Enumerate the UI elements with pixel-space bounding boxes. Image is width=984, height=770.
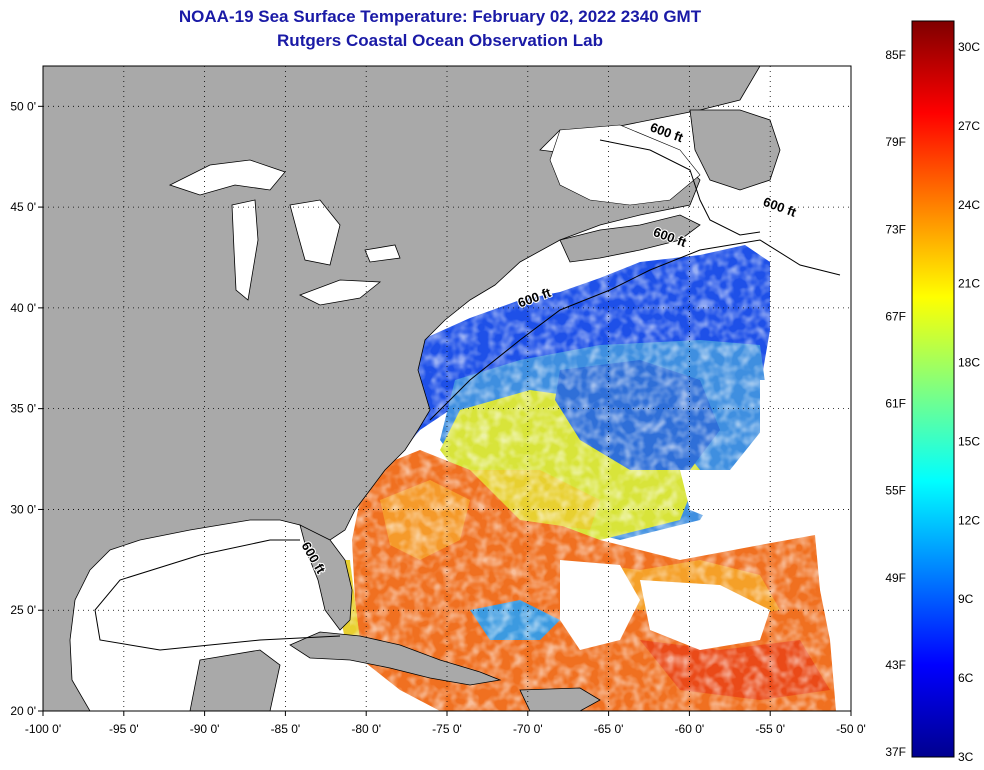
lon-tick-label: -50 0': [836, 722, 866, 736]
colorbar-f-label: 73F: [885, 222, 906, 236]
colorbar-c-label: 18C: [958, 356, 980, 370]
map-title: NOAA-19 Sea Surface Temperature: Februar…: [178, 7, 702, 26]
lat-tick-label: 50 0': [10, 99, 36, 113]
colorbar-f-label: 61F: [885, 397, 906, 411]
colorbar-c-label: 27C: [958, 119, 980, 133]
colorbar-f-label: 43F: [885, 658, 906, 672]
lon-tick-label: -85 0': [271, 722, 301, 736]
colorbar-f-label: 49F: [885, 571, 906, 585]
lon-tick-label: -80 0': [351, 722, 381, 736]
isobath-600ft: [94, 139, 841, 651]
lat-tick-label: 20 0': [10, 704, 36, 718]
map-subtitle: Rutgers Coastal Ocean Observation Lab: [277, 31, 603, 50]
colorbar-c-label: 21C: [958, 277, 980, 291]
colorbar-c-label: 15C: [958, 434, 980, 448]
lon-tick-label: -75 0': [432, 722, 462, 736]
colorbar-fahrenheit-labels: 85F 79F 73F 67F 61F 55F 49F 43F 37F: [885, 48, 906, 759]
lat-tick-label: 40 0': [10, 301, 36, 315]
gulf-of-st-lawrence: [549, 124, 701, 206]
longitude-axis: -100 0' -95 0' -90 0' -85 0' -80 0' -75 0' -70…: [25, 711, 866, 736]
colorbar-c-label: 30C: [958, 40, 980, 54]
colorbar-c-label: 3C: [958, 750, 974, 764]
colorbar-c-label: 12C: [958, 513, 980, 527]
lon-tick-label: -55 0': [755, 722, 785, 736]
colorbar-c-label: 9C: [958, 592, 974, 606]
lon-tick-label: -70 0': [513, 722, 543, 736]
lon-tick-label: -60 0': [675, 722, 705, 736]
great-lakes: [168, 159, 401, 306]
lat-tick-label: 35 0': [10, 402, 36, 416]
colorbar-c-label: 24C: [958, 198, 980, 212]
colorbar-c-label: 6C: [958, 671, 974, 685]
lon-tick-label: -90 0': [190, 722, 220, 736]
land-mass: [43, 66, 781, 711]
colorbar-f-label: 85F: [885, 48, 906, 62]
colorbar-f-label: 55F: [885, 484, 906, 498]
lon-tick-label: -100 0': [25, 722, 61, 736]
colorbar-celsius-labels: 30C 27C 24C 21C 18C 15C 12C 9C 6C 3C: [958, 40, 980, 764]
colorbar-f-label: 37F: [885, 745, 906, 759]
colorbar-f-label: 67F: [885, 309, 906, 323]
lon-tick-label: -95 0': [109, 722, 139, 736]
lon-tick-label: -65 0': [594, 722, 624, 736]
colorbar-f-label: 79F: [885, 135, 906, 149]
latitude-axis: 50 0' 45 0' 40 0' 35 0' 30 0' 25 0' 20 0': [10, 99, 43, 718]
lat-tick-label: 25 0': [10, 603, 36, 617]
lat-tick-label: 45 0': [10, 200, 36, 214]
colorbar: [911, 20, 955, 758]
lat-tick-label: 30 0': [10, 502, 36, 516]
sst-field: [330, 240, 840, 711]
